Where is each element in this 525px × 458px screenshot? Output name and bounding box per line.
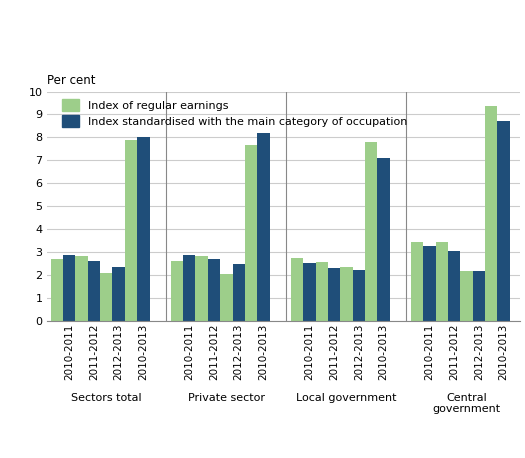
Bar [497,121,510,321]
Bar [112,267,125,321]
Bar [63,255,76,321]
Bar [448,251,460,321]
Text: Private sector: Private sector [188,393,265,403]
Bar [125,140,137,321]
Bar [328,268,340,321]
Bar [316,262,328,321]
Bar [195,256,208,321]
Bar [245,146,257,321]
Bar [291,257,303,321]
Bar [423,246,436,321]
Text: Local government: Local government [296,393,397,403]
Bar [340,267,353,321]
Bar [257,133,270,321]
Bar [100,273,112,321]
Bar [51,259,63,321]
Bar [472,271,485,321]
Bar [377,158,390,321]
Bar [183,255,195,321]
Text: Sectors total: Sectors total [71,393,142,403]
Legend: Index of regular earnings, Index standardised with the main category of occupati: Index of regular earnings, Index standar… [62,99,407,127]
Bar [303,263,316,321]
Bar [485,106,497,321]
Bar [76,256,88,321]
Text: Central
government: Central government [433,393,500,414]
Bar [220,273,233,321]
Bar [365,142,377,321]
Bar [460,271,472,321]
Bar [411,242,423,321]
Bar [208,259,220,321]
Bar [137,137,150,321]
Bar [353,270,365,321]
Bar [171,261,183,321]
Text: Per cent: Per cent [47,74,96,87]
Bar [436,242,448,321]
Bar [88,261,100,321]
Bar [233,264,245,321]
